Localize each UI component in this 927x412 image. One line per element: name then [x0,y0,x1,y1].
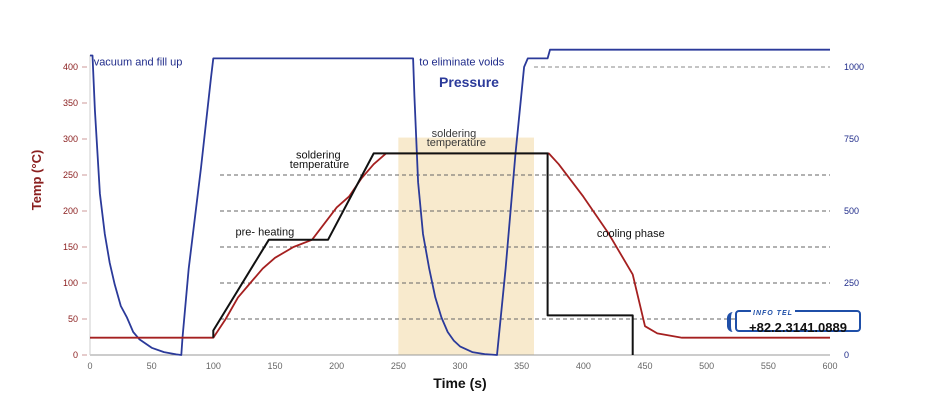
gridlines [220,66,830,320]
y-tick-label: 50 [68,314,78,324]
x-tick-label: 50 [147,361,157,371]
pressure-line [90,48,830,356]
y2-tick-label: 1000 [844,62,864,72]
y-tick-label: 400 [63,62,78,72]
annotation-label: vacuum and fill up [94,57,183,69]
y-tick-label: 300 [63,134,78,144]
annotation-label: pre- heating [236,226,295,238]
x-tick-label: 350 [514,361,529,371]
x-tick-label: 0 [87,361,92,371]
x-tick-label: 300 [452,361,467,371]
x-tick-label: 550 [761,361,776,371]
y2-tick-label: 250 [844,278,859,288]
annotation-label: temperature [427,137,486,149]
annotation-label: soldering [432,128,477,140]
annotation-label: temperature [290,159,349,171]
info-tel-number: +82.2.3141.0889 [749,320,847,335]
annotation-label: cooling phase [597,228,665,240]
x-tick-label: 100 [206,361,221,371]
y2-tick-label: 500 [844,206,859,216]
y-tick-label: 200 [63,206,78,216]
series-lines [90,48,830,356]
info-tel-label: INFO TEL [751,310,795,317]
info-tel-box: INFO TEL +82.2.3141.0889 [735,310,861,335]
x-tick-label: 500 [699,361,714,371]
axes: 0 50 100 150 200 250 300 350 400 450 500 550 600 0 50 1… [63,55,864,371]
y-axis-title: Temp (°C) [29,150,44,211]
y-tick-label: 350 [63,98,78,108]
setpoint-line [212,152,634,355]
y-tick-label: 150 [63,242,78,252]
x-tick-label: 600 [822,361,837,371]
y2-tick-label: 0 [844,350,849,360]
x-axis-title: Time (s) [433,375,486,391]
x-tick-label: 150 [267,361,282,371]
x-tick-label: 200 [329,361,344,371]
info-tel-badge[interactable]: INFO TEL +82.2.3141.0889 [727,304,862,335]
phone-icon [727,312,737,332]
annotation-label: to eliminate voids [419,57,504,69]
y-tick-label: 0 [73,350,78,360]
annotations: vacuum and fill up to eliminate voids Pres… [94,57,665,240]
y-tick-label: 100 [63,278,78,288]
x-tick-label: 400 [576,361,591,371]
annotation-label: Pressure [439,74,499,90]
x-tick-label: 250 [391,361,406,371]
y2-tick-label: 750 [844,134,859,144]
annotation-label: soldering [296,149,341,161]
x-tick-label: 450 [637,361,652,371]
y-tick-label: 250 [63,170,78,180]
